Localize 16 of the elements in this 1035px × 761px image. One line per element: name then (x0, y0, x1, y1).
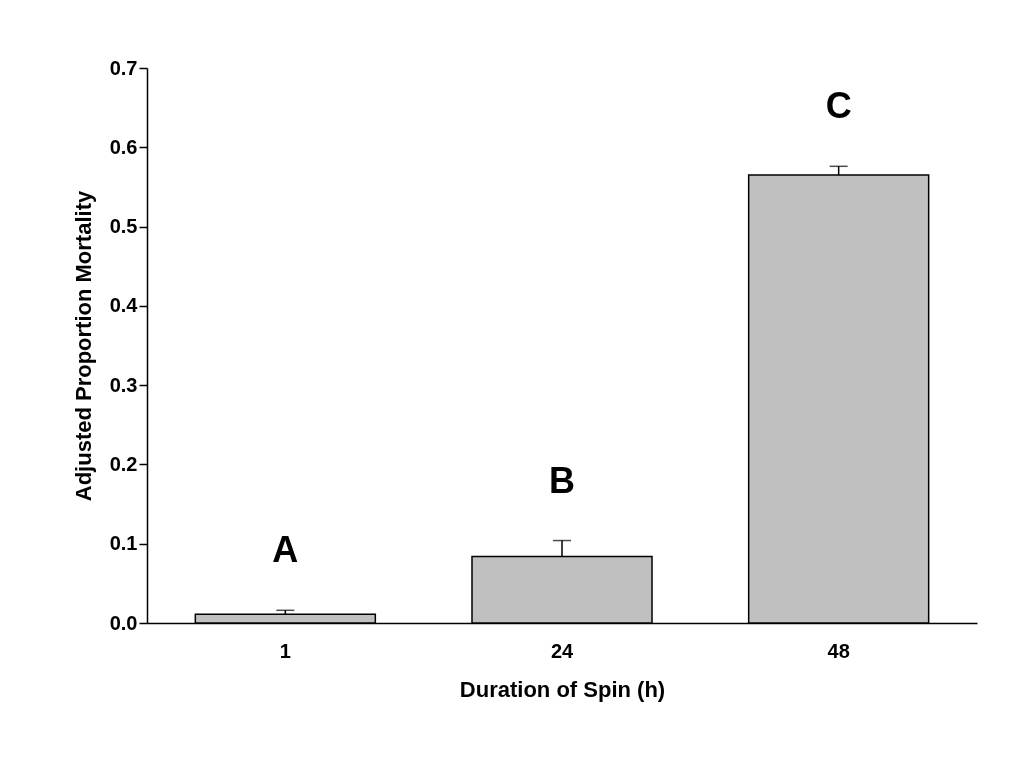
annotation: B (549, 459, 575, 501)
y-tick-label: 0.3 (109, 373, 138, 396)
y-tick-label: 0.2 (109, 452, 138, 475)
y-tick-label: 0.6 (109, 135, 138, 158)
annotation: A (272, 529, 299, 571)
y-tick-label: 0.7 (109, 56, 138, 79)
y-tick-label: 0.0 (109, 611, 138, 634)
x-tick-label: 1 (279, 639, 291, 662)
x-tick-label: 48 (827, 639, 850, 662)
x-tick-label: 24 (550, 639, 574, 662)
annotation: C (825, 85, 852, 127)
y-axis-title: Adjusted Proportion Mortality (70, 190, 96, 502)
x-axis-title: Duration of Spin (h) (459, 676, 666, 702)
y-tick-label: 0.4 (109, 294, 139, 317)
y-tick-label: 0.5 (109, 215, 138, 238)
y-tick-label: 0.1 (109, 532, 138, 555)
